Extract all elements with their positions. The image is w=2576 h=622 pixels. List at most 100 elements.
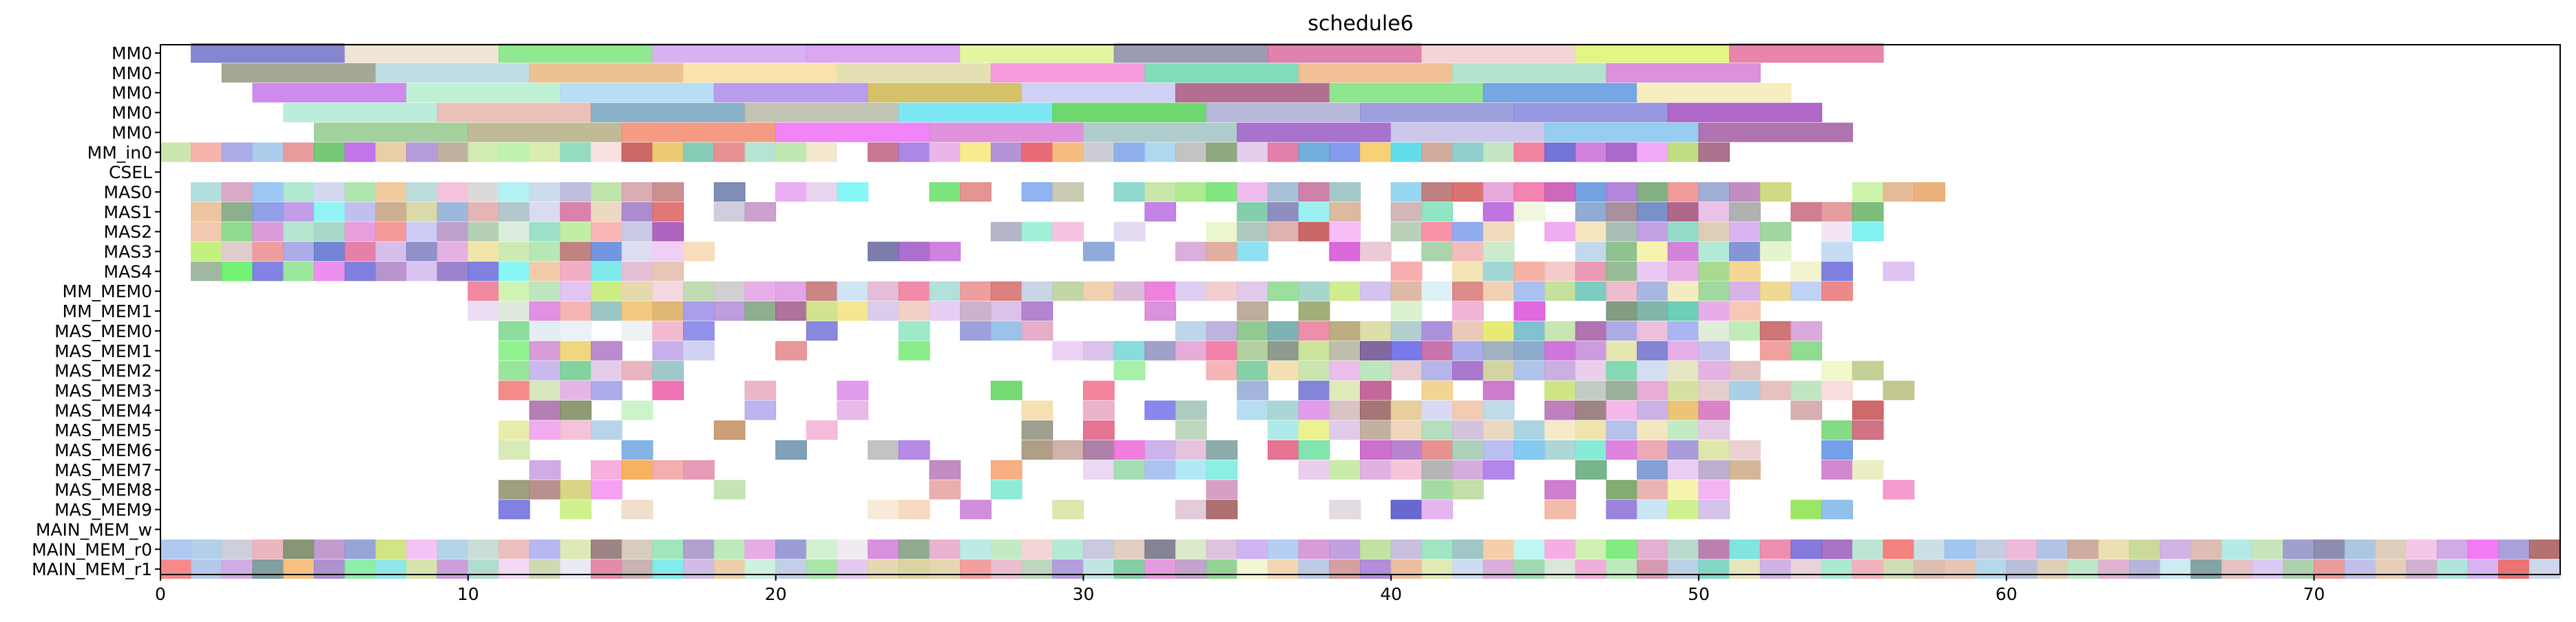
task-bar bbox=[960, 539, 992, 559]
task-bar bbox=[1206, 539, 1238, 559]
task-bar bbox=[1390, 301, 1423, 321]
task-bar bbox=[621, 361, 653, 380]
task-bar bbox=[560, 83, 715, 103]
task-bar bbox=[1452, 301, 1484, 321]
task-bar bbox=[1483, 420, 1515, 440]
task-bar bbox=[1206, 361, 1238, 380]
task-bar bbox=[1729, 281, 1761, 301]
task-bar bbox=[929, 559, 961, 579]
task-bar bbox=[560, 480, 592, 500]
task-bar bbox=[1237, 242, 1268, 261]
task-bar bbox=[713, 480, 746, 500]
task-bar bbox=[2375, 559, 2407, 579]
task-bar bbox=[1852, 400, 1884, 420]
task-bar bbox=[960, 559, 992, 579]
task-bar bbox=[1175, 142, 1207, 162]
task-bar bbox=[1021, 539, 1054, 559]
task-bar bbox=[1298, 440, 1330, 460]
task-bar bbox=[160, 559, 192, 579]
task-bar bbox=[529, 539, 561, 559]
task-bar bbox=[1729, 539, 1761, 559]
task-bar bbox=[1021, 182, 1054, 202]
task-bar bbox=[1452, 321, 1484, 341]
row-label: MAIN_MEM_w bbox=[36, 519, 152, 539]
task-bar bbox=[1821, 261, 1853, 281]
task-bar bbox=[1206, 222, 1238, 242]
task-bar bbox=[1698, 301, 1730, 321]
task-bar bbox=[1082, 559, 1115, 579]
task-bar bbox=[498, 440, 530, 460]
task-bar bbox=[1237, 281, 1268, 301]
task-bar bbox=[1975, 539, 2007, 559]
task-bar bbox=[652, 242, 684, 261]
task-bar bbox=[1852, 222, 1884, 242]
task-bar bbox=[1606, 400, 1638, 420]
task-bar bbox=[1452, 400, 1484, 420]
task-bar bbox=[1175, 539, 1207, 559]
task-bar bbox=[1514, 202, 1546, 222]
task-bar bbox=[898, 321, 930, 341]
task-bar bbox=[1421, 500, 1454, 519]
task-bar bbox=[1144, 202, 1176, 222]
task-bar bbox=[868, 281, 899, 301]
task-bar bbox=[1082, 142, 1115, 162]
task-bar bbox=[221, 559, 253, 579]
task-bar bbox=[1544, 440, 1576, 460]
task-bar bbox=[744, 142, 777, 162]
task-bar bbox=[1606, 182, 1638, 202]
task-bar bbox=[1606, 480, 1638, 500]
task-bar bbox=[1206, 321, 1238, 341]
task-bar bbox=[591, 301, 622, 321]
task-bar bbox=[2528, 539, 2561, 559]
task-bar bbox=[652, 380, 684, 400]
task-bar bbox=[591, 242, 622, 261]
task-bar bbox=[1329, 222, 1361, 242]
task-bar bbox=[1575, 460, 1607, 480]
task-bar bbox=[1575, 222, 1607, 242]
task-bar bbox=[1483, 261, 1515, 281]
task-bar bbox=[1759, 321, 1792, 341]
task-bar bbox=[498, 361, 530, 380]
task-bar bbox=[1821, 460, 1853, 480]
task-bar bbox=[591, 261, 622, 281]
task-bar bbox=[1514, 440, 1546, 460]
task-bar bbox=[744, 301, 777, 321]
task-bar bbox=[806, 321, 838, 341]
task-bar bbox=[1483, 361, 1515, 380]
task-bar bbox=[406, 261, 438, 281]
task-bar bbox=[591, 480, 622, 500]
task-bar bbox=[2036, 559, 2069, 579]
task-bar bbox=[1360, 420, 1392, 440]
task-bar bbox=[1544, 400, 1576, 420]
task-bar bbox=[1483, 281, 1515, 301]
task-bar bbox=[868, 559, 899, 579]
task-bar bbox=[1082, 460, 1115, 480]
task-bar bbox=[1390, 142, 1423, 162]
task-bar bbox=[1606, 321, 1638, 341]
task-bar bbox=[1544, 500, 1576, 519]
task-bar bbox=[375, 182, 407, 202]
task-bar bbox=[560, 142, 592, 162]
task-bar bbox=[1606, 261, 1638, 281]
task-bar bbox=[868, 500, 899, 519]
task-bar bbox=[1698, 420, 1730, 440]
task-bar bbox=[498, 500, 530, 519]
row-25 bbox=[160, 539, 2561, 559]
plot-frame bbox=[160, 44, 2561, 575]
task-bar bbox=[1575, 380, 1607, 400]
task-bar bbox=[2252, 539, 2284, 559]
task-bar bbox=[1790, 261, 1823, 281]
task-bar bbox=[591, 222, 622, 242]
task-bar bbox=[468, 202, 499, 222]
task-bar bbox=[283, 142, 315, 162]
task-bar bbox=[990, 222, 1023, 242]
task-bar bbox=[344, 242, 377, 261]
task-bar bbox=[929, 242, 961, 261]
task-bar bbox=[929, 142, 961, 162]
task-bar bbox=[1514, 103, 1668, 122]
task-bar bbox=[1544, 281, 1576, 301]
task-bar bbox=[1852, 361, 1884, 380]
task-bar bbox=[1360, 559, 1392, 579]
task-bar bbox=[1729, 380, 1761, 400]
task-bar bbox=[1606, 539, 1638, 559]
